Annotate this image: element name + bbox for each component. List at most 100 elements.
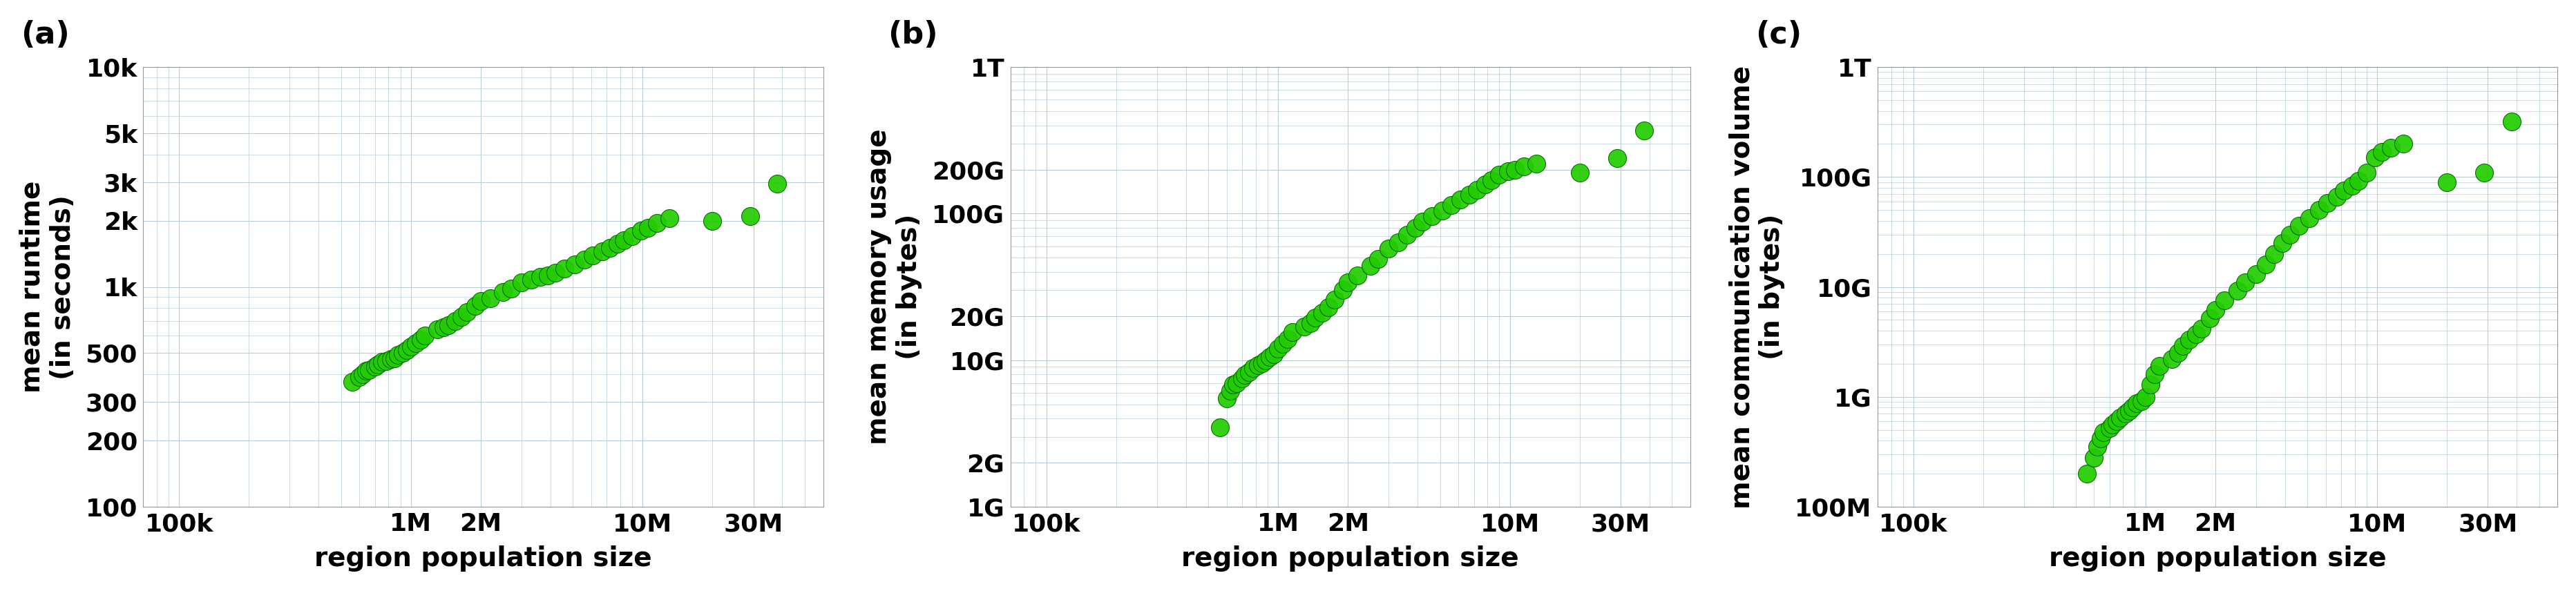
Point <box>2195 305 2236 314</box>
Point <box>2138 362 2179 371</box>
Point <box>1309 303 1350 312</box>
Point <box>358 359 399 369</box>
Point <box>1257 344 1298 353</box>
Point <box>2262 238 2303 248</box>
Point <box>1283 322 1324 331</box>
Point <box>446 307 487 317</box>
Point <box>510 275 551 284</box>
Point <box>1479 170 1520 179</box>
Point <box>1296 313 1337 323</box>
Point <box>386 346 428 355</box>
Point <box>374 353 415 363</box>
Point <box>2169 335 2210 345</box>
Point <box>1430 200 1471 209</box>
Point <box>636 219 677 228</box>
Point <box>2094 417 2136 426</box>
Point <box>590 243 631 252</box>
Point <box>1386 230 1427 239</box>
Point <box>2128 379 2169 389</box>
Point <box>1236 361 1278 370</box>
Point <box>2370 143 2411 152</box>
Point <box>2190 313 2231 323</box>
Point <box>520 272 562 282</box>
Point <box>2324 186 2365 196</box>
Point <box>461 297 502 306</box>
Point <box>544 264 585 274</box>
Point <box>1198 423 1239 432</box>
Point <box>1327 278 1368 287</box>
Point <box>2081 427 2123 437</box>
Point <box>500 278 541 287</box>
Point <box>1249 352 1291 362</box>
Point <box>1502 162 1543 171</box>
Point <box>2223 278 2264 287</box>
Point <box>2066 469 2107 478</box>
Point <box>1213 380 1255 389</box>
Point <box>2074 453 2115 462</box>
Point <box>2316 192 2357 202</box>
Point <box>1221 374 1262 383</box>
Point <box>1244 355 1285 365</box>
Point <box>2107 406 2148 415</box>
Point <box>2491 117 2532 126</box>
Point <box>2427 177 2468 187</box>
Point <box>1224 371 1265 380</box>
Point <box>611 232 652 241</box>
Point <box>1558 168 1600 177</box>
Point <box>582 246 623 256</box>
Point <box>1262 339 1303 348</box>
Point <box>2215 286 2257 296</box>
Point <box>332 377 374 387</box>
Y-axis label: mean communication volume
(in bytes): mean communication volume (in bytes) <box>1728 65 1785 509</box>
Point <box>1314 295 1355 304</box>
Point <box>2112 403 2154 413</box>
Point <box>469 293 510 303</box>
Point <box>1422 206 1463 215</box>
X-axis label: region population size: region population size <box>1182 545 1520 572</box>
Point <box>1494 165 1535 174</box>
Point <box>2174 330 2215 339</box>
Point <box>1229 368 1270 377</box>
Point <box>1252 349 1293 359</box>
Point <box>2360 147 2401 157</box>
Point <box>2298 205 2339 215</box>
Point <box>2092 420 2133 429</box>
Point <box>345 366 386 376</box>
Point <box>381 348 422 358</box>
Point <box>428 320 469 330</box>
Point <box>422 323 464 332</box>
Point <box>729 212 770 221</box>
Point <box>2161 341 2202 350</box>
Point <box>1394 223 1435 233</box>
Point <box>1208 386 1249 395</box>
Point <box>2202 296 2244 306</box>
Point <box>2344 168 2385 177</box>
Point <box>404 331 446 340</box>
Point <box>1623 126 1664 135</box>
Point <box>1273 327 1314 337</box>
Point <box>366 356 407 366</box>
Text: (a): (a) <box>21 20 70 50</box>
Point <box>649 214 690 223</box>
Point <box>2269 230 2311 239</box>
Point <box>2254 249 2295 258</box>
Point <box>2179 324 2221 333</box>
Point <box>1463 180 1504 189</box>
X-axis label: region population size: region population size <box>314 545 652 572</box>
Point <box>1231 363 1273 373</box>
Point <box>2076 442 2117 452</box>
Point <box>2125 392 2166 401</box>
Point <box>1206 394 1247 403</box>
Point <box>343 370 384 379</box>
Point <box>1267 334 1309 343</box>
Point <box>1242 359 1283 368</box>
Point <box>2133 370 2174 379</box>
Y-axis label: mean memory usage
(in bytes): mean memory usage (in bytes) <box>866 129 922 445</box>
Point <box>693 216 734 225</box>
Point <box>2120 396 2161 405</box>
Point <box>564 255 605 264</box>
Point <box>361 358 402 367</box>
Text: (c): (c) <box>1754 20 1801 50</box>
Point <box>376 350 417 360</box>
Point <box>2383 139 2424 148</box>
